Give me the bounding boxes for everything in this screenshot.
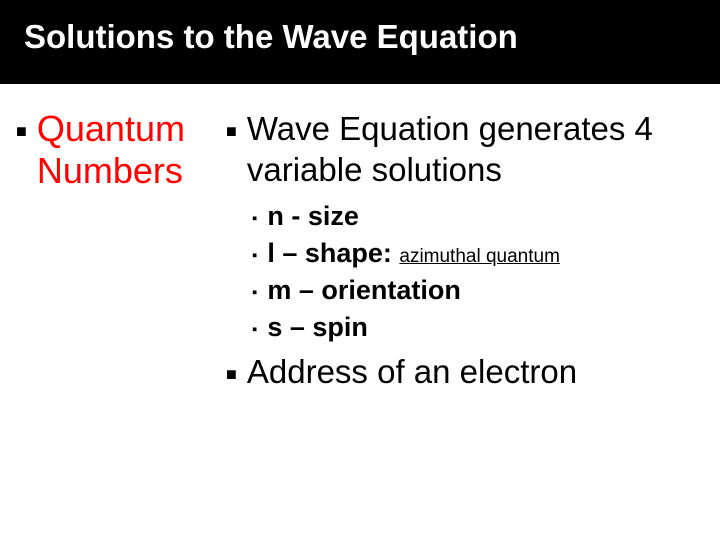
item-label: m – orientation — [267, 275, 461, 305]
right-footer-row: ■ Address of an electron — [226, 351, 704, 392]
list-item-text: l – shape: azimuthal quantum — [267, 236, 560, 271]
left-heading-row: ■ Quantum Numbers — [16, 108, 226, 193]
list-item-text: n - size — [267, 199, 359, 234]
left-heading: Quantum Numbers — [37, 108, 226, 193]
bullet-icon: ■ — [226, 365, 237, 383]
list-item: ▪ n - size — [252, 199, 704, 234]
bullet-icon: ■ — [16, 122, 27, 140]
slide-content: ■ Quantum Numbers ■ Wave Equation genera… — [0, 84, 720, 408]
right-footer: Address of an electron — [247, 351, 577, 392]
right-heading: Wave Equation generates 4 variable solut… — [247, 108, 704, 191]
bullet-icon: ▪ — [252, 322, 257, 337]
left-column: ■ Quantum Numbers — [16, 108, 226, 392]
bullet-icon: ▪ — [252, 248, 257, 263]
list-item-text: s – spin — [267, 310, 368, 345]
right-column: ■ Wave Equation generates 4 variable sol… — [226, 108, 704, 392]
right-heading-row: ■ Wave Equation generates 4 variable sol… — [226, 108, 704, 191]
item-note: azimuthal quantum — [399, 246, 560, 267]
item-label: l – shape: — [267, 238, 399, 268]
list-item: ▪ s – spin — [252, 310, 704, 345]
bullet-icon: ▪ — [252, 285, 257, 300]
slide-title: Solutions to the Wave Equation — [0, 0, 720, 84]
item-label: s – spin — [267, 312, 368, 342]
list-item-text: m – orientation — [267, 273, 461, 308]
quantum-number-list: ▪ n - size ▪ l – shape: azimuthal quantu… — [252, 199, 704, 345]
bullet-icon: ▪ — [252, 211, 257, 226]
list-item: ▪ l – shape: azimuthal quantum — [252, 236, 704, 271]
list-item: ▪ m – orientation — [252, 273, 704, 308]
item-label: n - size — [267, 201, 359, 231]
bullet-icon: ■ — [226, 122, 237, 140]
